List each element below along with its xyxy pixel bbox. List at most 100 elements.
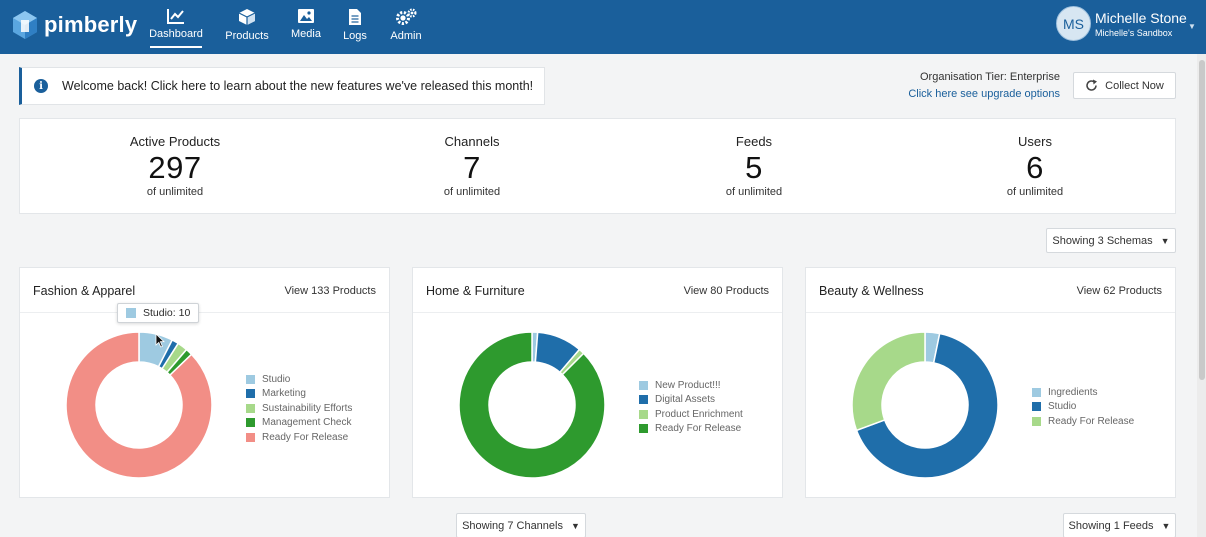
nav-media-label: Media [291, 28, 321, 40]
stat-users: Users 6 of unlimited [905, 119, 1165, 198]
card-title: Fashion & Apparel [33, 284, 136, 298]
schemas-dropdown[interactable]: Showing 3 Schemas ▼ [1046, 228, 1176, 253]
legend-label: New Product!!! [655, 379, 721, 391]
legend-label: Ready For Release [262, 431, 349, 443]
collect-now-button[interactable]: Collect Now [1073, 72, 1176, 99]
nav-products[interactable]: Products [225, 0, 269, 54]
donut-slice-ready-for-release[interactable] [65, 331, 213, 479]
stat-sub: of unlimited [146, 186, 204, 198]
stat-value: 5 [745, 150, 763, 185]
donut-chart[interactable] [457, 330, 607, 480]
chart-tooltip: Studio: 10 [117, 303, 200, 323]
chevron-down-icon: ▼ [570, 520, 580, 531]
stat-label: Channels [444, 134, 500, 149]
stat-label: Users [1018, 134, 1052, 149]
feeds-dropdown-label: Showing 1 Feeds [1068, 519, 1154, 532]
legend-label: Ready For Release [655, 423, 742, 435]
donut-chart[interactable] [64, 330, 214, 480]
schema-card-beauty: Beauty & Wellness View 62 Products Ingre… [805, 267, 1176, 498]
nav-media[interactable]: Media [290, 0, 322, 54]
donut-chart[interactable] [850, 330, 1000, 480]
welcome-banner-text: Welcome back! Click here to learn about … [62, 79, 534, 93]
view-products-link[interactable]: View 133 Products [284, 285, 376, 297]
legend-item[interactable]: Studio [246, 372, 352, 387]
legend-item[interactable]: Digital Assets [639, 393, 743, 408]
legend-swatch [639, 380, 648, 390]
legend-item[interactable]: Management Check [246, 416, 352, 431]
legend-swatch [246, 389, 255, 399]
refresh-icon [1086, 79, 1098, 91]
donut-slice-ready-for-release[interactable] [851, 331, 926, 432]
user-chevron-down-icon[interactable]: ▼ [1188, 22, 1196, 31]
feeds-dropdown[interactable]: Showing 1 Feeds ▼ [1063, 513, 1176, 537]
legend-item[interactable]: Ingredients [1032, 385, 1134, 400]
stat-sub: of unlimited [1006, 186, 1064, 198]
view-products-link[interactable]: View 80 Products [683, 285, 769, 297]
user-menu[interactable]: MS Michelle Stone Michelle's Sandbox [1056, 6, 1187, 41]
nav-admin[interactable]: Admin [389, 0, 423, 54]
nav-dashboard[interactable]: Dashboard [149, 0, 203, 54]
scrollbar-thumb[interactable] [1199, 60, 1205, 380]
legend-swatch [1032, 402, 1041, 412]
legend-label: Studio [262, 373, 291, 385]
box-icon [238, 9, 256, 25]
info-icon: i [34, 79, 48, 93]
stat-value: 297 [148, 150, 202, 185]
legend-swatch [639, 395, 648, 405]
legend-item[interactable]: Ready For Release [246, 430, 352, 445]
legend-item[interactable]: Ready For Release [1032, 414, 1134, 429]
stat-sub: of unlimited [443, 186, 501, 198]
legend-item[interactable]: Studio [1032, 400, 1134, 415]
channels-dropdown-label: Showing 7 Channels [462, 519, 563, 532]
channels-dropdown[interactable]: Showing 7 Channels ▼ [456, 513, 586, 537]
welcome-banner[interactable]: i Welcome back! Click here to learn abou… [19, 67, 545, 105]
nav-products-label: Products [225, 30, 269, 42]
nav-logs[interactable]: Logs [342, 0, 368, 54]
legend-swatch [1032, 387, 1041, 397]
tooltip-swatch [126, 308, 136, 318]
legend-swatch [246, 432, 255, 442]
dashboard-icon [167, 9, 184, 24]
stat-value: 7 [463, 150, 481, 185]
legend-item[interactable]: Marketing [246, 387, 352, 402]
legend-label: Sustainability Efforts [262, 402, 353, 414]
legend-label: Marketing [262, 388, 306, 400]
legend-swatch [639, 409, 648, 419]
legend-item[interactable]: Ready For Release [639, 422, 743, 437]
schemas-dropdown-label: Showing 3 Schemas [1052, 234, 1153, 247]
legend-item[interactable]: New Product!!! [639, 378, 743, 393]
organisation-tier: Organisation Tier: Enterprise Click here… [908, 71, 1060, 100]
stat-active-products: Active Products 297 of unlimited [45, 119, 305, 198]
stat-value: 6 [1026, 150, 1044, 185]
stat-sub: of unlimited [725, 186, 783, 198]
donut-slice-studio[interactable] [855, 332, 999, 479]
stat-feeds: Feeds 5 of unlimited [624, 119, 884, 198]
chart-legend: Ingredients Studio Ready For Release [1032, 385, 1134, 429]
upgrade-options-link[interactable]: Click here see upgrade options [908, 88, 1060, 100]
legend-item[interactable]: Sustainability Efforts [246, 401, 352, 416]
chevron-down-icon: ▼ [1161, 520, 1171, 531]
legend-label: Studio [1048, 401, 1077, 413]
donut-slice-ready-for-release[interactable] [458, 331, 606, 479]
avatar: MS [1056, 6, 1091, 41]
logo-text: pimberly [44, 12, 138, 37]
card-title: Home & Furniture [426, 284, 525, 298]
pimberly-logo-icon [13, 11, 37, 39]
view-products-link[interactable]: View 62 Products [1076, 285, 1162, 297]
document-icon [349, 9, 361, 25]
stat-label: Feeds [735, 134, 773, 149]
legend-swatch [246, 403, 255, 413]
user-name: Michelle Stone [1095, 9, 1187, 26]
stat-channels: Channels 7 of unlimited [342, 119, 602, 198]
legend-label: Management Check [262, 417, 352, 429]
pimberly-logo[interactable]: pimberly [12, 10, 137, 40]
mouse-cursor-icon [155, 333, 165, 348]
schema-card-fashion: Fashion & Apparel View 133 Products Stud… [19, 267, 390, 498]
legend-swatch [1032, 416, 1041, 426]
tooltip-text: Studio: 10 [143, 307, 191, 319]
legend-item[interactable]: Product Enrichment [639, 407, 743, 422]
top-navigation: pimberly Dashboard Products Media [0, 0, 1206, 54]
stats-panel: Active Products 297 of unlimited Channel… [19, 118, 1176, 214]
tier-label: Organisation Tier: Enterprise [919, 71, 1060, 83]
card-title: Beauty & Wellness [819, 284, 924, 298]
